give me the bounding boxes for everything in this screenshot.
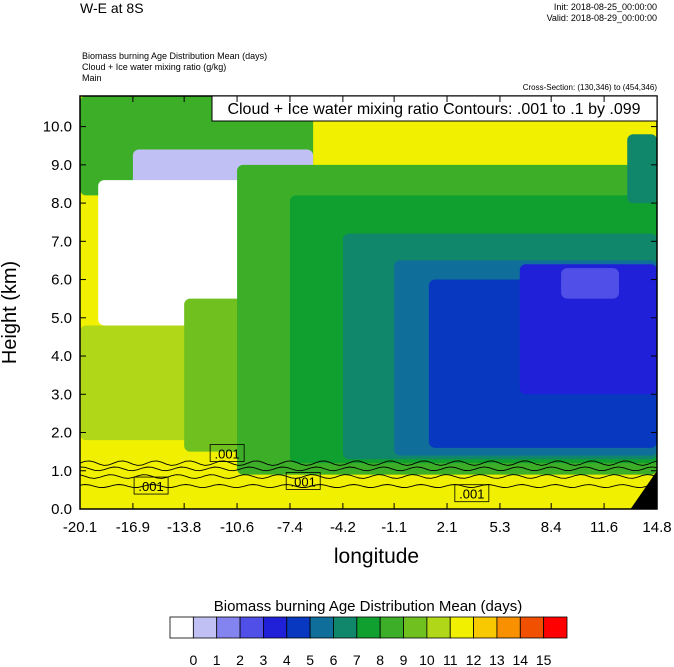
y-tick-label: 6.0 [51,272,72,289]
colorbar-level-label: 8 [376,652,384,667]
age-field: .001 .001 .001 .001 [80,96,657,509]
cloud-contour-line [80,466,657,472]
colorbar-level-label: 11 [443,652,458,667]
contour-label-box [133,476,169,495]
colorbar-level-label: 2 [236,652,244,667]
y-tick-label: 7.0 [51,233,72,250]
chart-title-box [211,95,658,122]
colorbar-level-label: 4 [283,652,291,667]
colorbar-swatch [496,616,521,639]
colorbar-level-label: 9 [400,652,408,667]
field-region [627,134,657,204]
colorbar-level-label: 6 [330,652,338,667]
colorbar-level-label: 14 [513,652,529,667]
cloud-contour-line [80,484,657,488]
contour-label: .001 [459,487,484,502]
valid-time: Valid: 2018-08-29_00:00:00 [546,13,657,23]
x-tick-label: -1.1 [381,519,407,536]
field-description-3: Main [82,73,102,83]
colorbar-swatch [449,616,474,639]
contour-label: .001 [214,447,239,462]
contour-label: .001 [138,479,163,494]
y-tick-label: 3.0 [51,386,72,403]
colorbar-swatch [216,616,241,639]
colorbar-level-label: 13 [489,652,505,667]
colorbar-level-label: 0 [189,652,197,667]
y-tick-label: 1.0 [51,463,72,480]
colorbar-level-label: 15 [536,652,552,667]
x-tick-label: -13.8 [167,519,201,536]
x-axis-label: longitude [334,545,419,568]
colorbar-level-label: 10 [419,652,435,667]
contour-label-box [454,484,490,503]
y-tick-label: 5.0 [51,310,72,327]
x-tick-label: -4.2 [330,519,356,536]
init-time: Init: 2018-08-25_00:00:00 [553,2,657,12]
colorbar-swatch [239,616,264,639]
y-tick-label: 10.0 [43,119,72,136]
y-tick-label: 9.0 [51,157,72,174]
colorbar-level-label: 7 [353,652,361,667]
x-tick-label: -16.9 [116,519,150,536]
colorbar-swatch [192,616,218,639]
colorbar-swatch [379,616,404,639]
x-tick-label: 14.8 [642,519,671,536]
y-tick-label: 0.0 [51,501,72,518]
cloud-contour-line [80,460,657,466]
x-tick-label: -10.6 [220,519,254,536]
page-title: W-E at 8S [80,0,144,16]
colorbar-level-label: 12 [466,652,482,667]
colorbar-swatch [309,616,334,639]
contour-label: .001 [291,474,316,489]
y-tick-label: 4.0 [51,348,72,365]
terrain [630,470,657,509]
y-tick-label: 2.0 [51,425,72,442]
colorbar-level-label: 1 [213,652,221,667]
colorbar-swatch [543,616,568,639]
cloud-contour-line [80,474,657,479]
y-tick-label: 8.0 [51,195,72,212]
x-tick-label: 11.6 [590,519,618,536]
contour-label-box [209,444,245,462]
colorbar-swatch [356,616,381,639]
cross-section-label: Cross-Section: (130,346) to (454,346) [522,83,657,92]
colorbar-swatch [473,616,498,639]
colorbar-title: Biomass burning Age Distribution Mean (d… [214,598,522,615]
x-tick-label: 2.1 [437,519,458,536]
y-axis-label: Height (km) [0,261,21,364]
colorbar-swatch [333,616,358,639]
colorbar-swatch [519,616,545,639]
colorbar-swatch [426,616,451,639]
field-region [519,264,657,395]
x-tick-label: -20.1 [63,519,97,536]
colorbar-swatch [263,616,288,639]
field-region [561,268,619,299]
contour-label-box [285,472,321,490]
field-description-1: Biomass burning Age Distribution Mean (d… [82,51,268,61]
colorbar-swatch [403,616,428,639]
colorbar-swatch [169,616,194,639]
colorbar-level-label: 3 [260,652,268,667]
x-tick-label: 8.4 [541,519,562,536]
x-tick-label: -7.4 [277,519,303,536]
x-tick-label: 5.3 [490,519,511,536]
colorbar-level-label: 5 [306,652,314,667]
chart-title: Cloud + Ice water mixing ratio Contours:… [227,101,640,118]
colorbar-swatch [286,616,311,639]
field-description-2: Cloud + Ice water mixing ratio (g/kg) [82,62,227,72]
